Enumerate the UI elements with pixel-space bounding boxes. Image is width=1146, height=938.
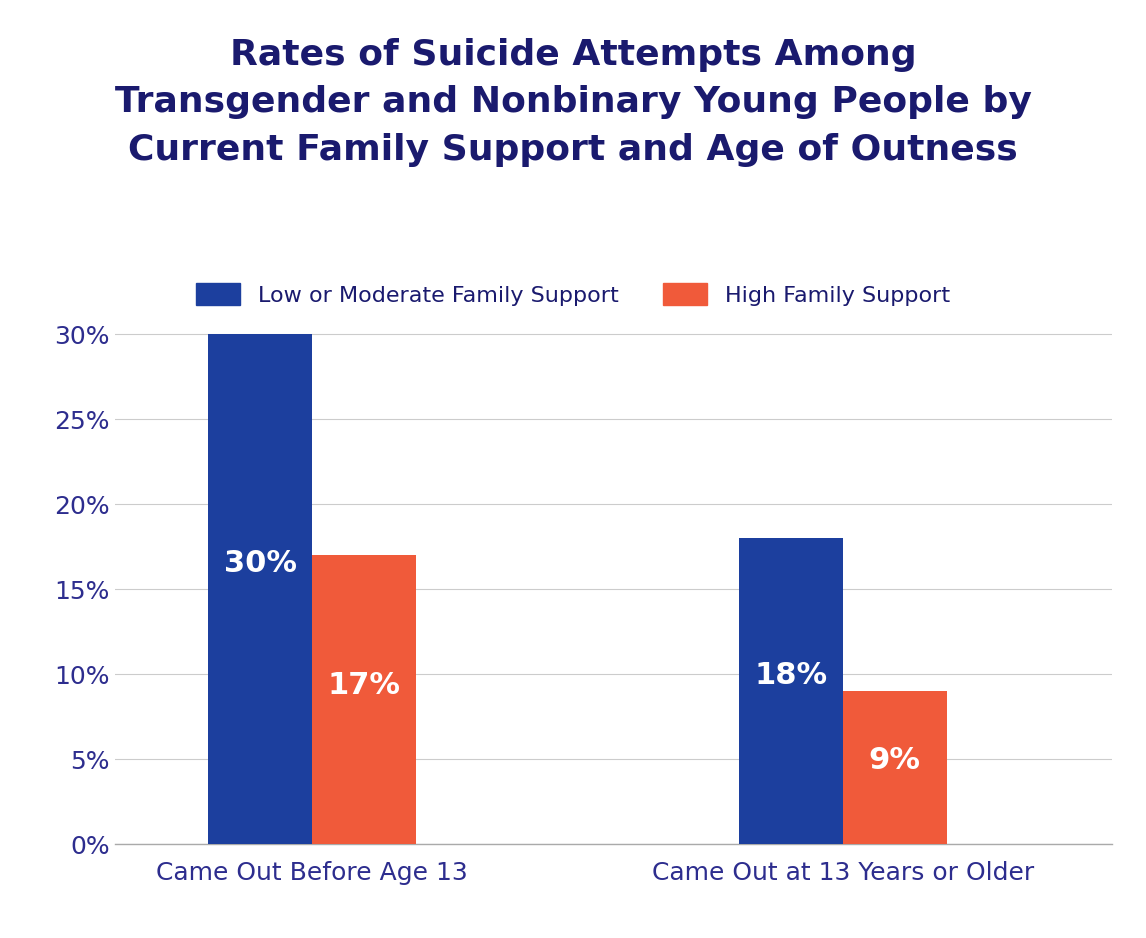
Bar — [739, 538, 843, 844]
Bar — [209, 334, 312, 844]
Text: 18%: 18% — [754, 661, 827, 690]
Text: 17%: 17% — [328, 671, 400, 700]
Text: 9%: 9% — [869, 746, 920, 775]
Legend: Low or Moderate Family Support, High Family Support: Low or Moderate Family Support, High Fam… — [187, 274, 959, 314]
Bar — [843, 691, 947, 844]
Text: Rates of Suicide Attempts Among
Transgender and Nonbinary Young People by
Curren: Rates of Suicide Attempts Among Transgen… — [115, 38, 1031, 167]
Bar — [312, 555, 416, 844]
Text: 30%: 30% — [223, 549, 297, 578]
